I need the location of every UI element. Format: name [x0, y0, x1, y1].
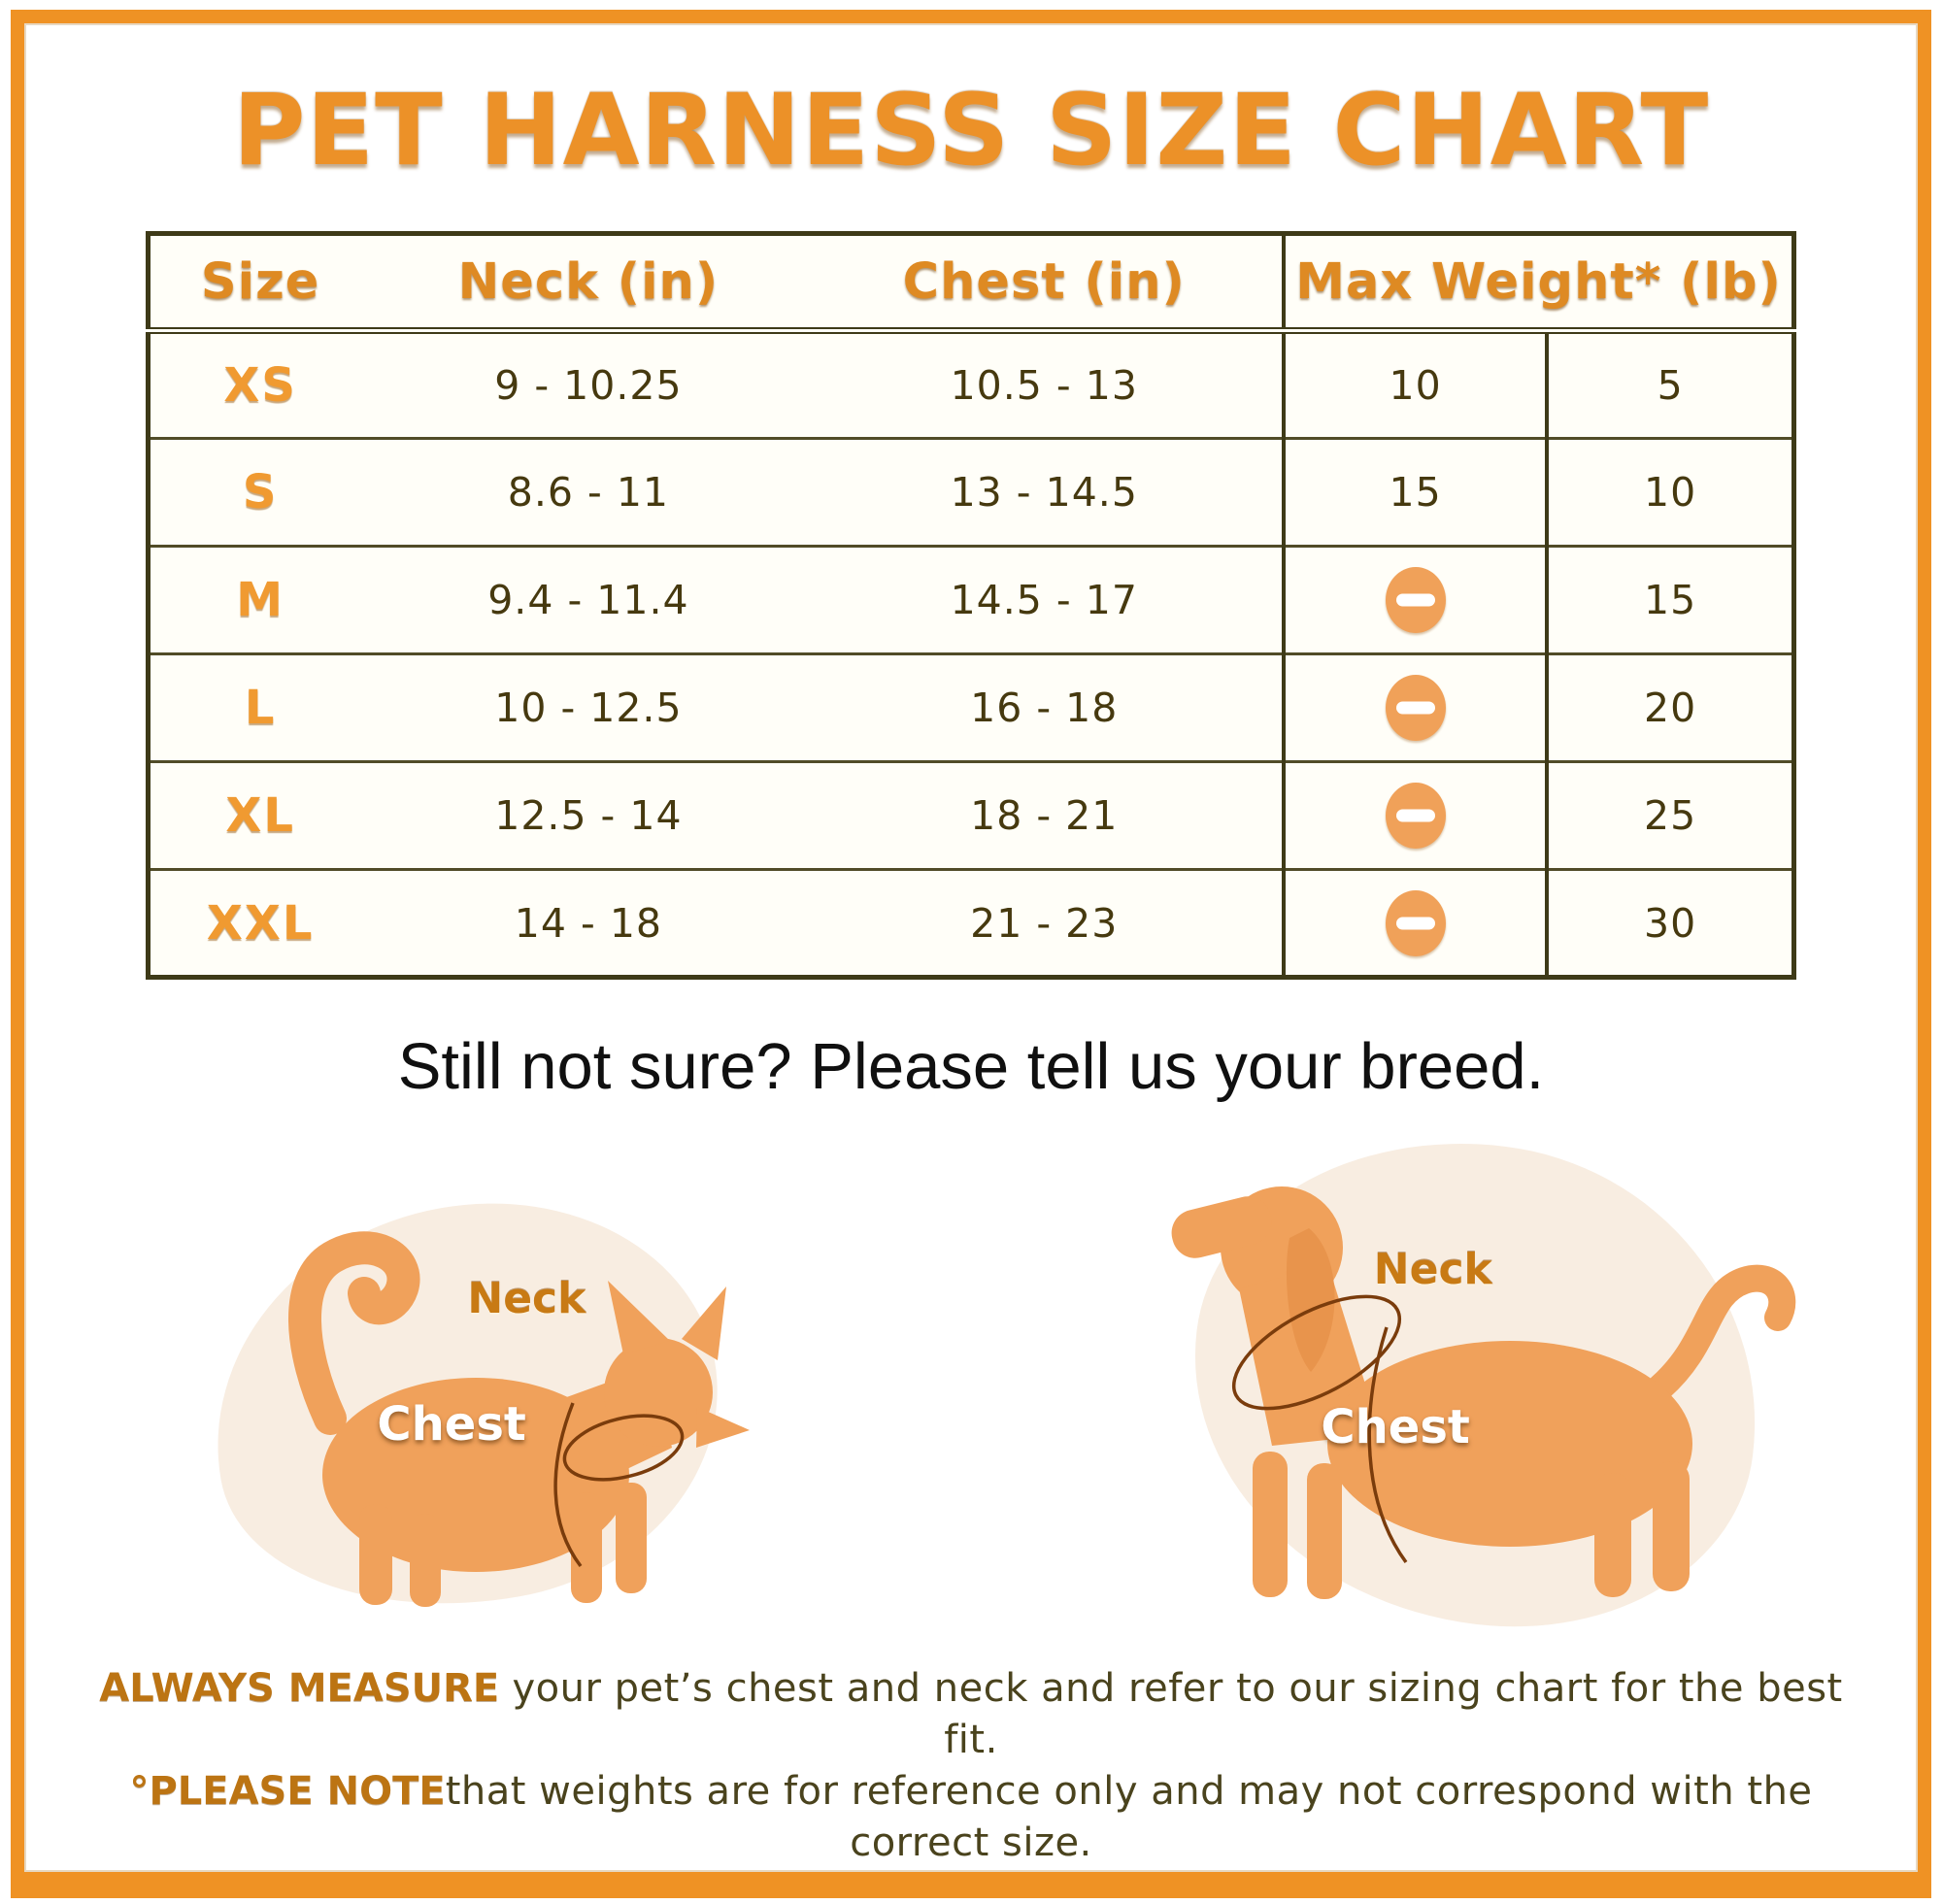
weight-a-cell: 10: [1282, 329, 1548, 439]
table-row: XL 12.5 - 14 18 - 21 25: [148, 760, 1794, 870]
neck-cell: 8.6 - 11: [370, 437, 807, 547]
dog-chest-measure-line: [1367, 1326, 1408, 1564]
weight-note-text: that weights are for reference only and …: [445, 1768, 1813, 1865]
cat-measurement-figure: Neck Chest: [181, 1164, 787, 1645]
cat-ear-left: [608, 1281, 670, 1355]
weight-b-cell: 10: [1545, 437, 1794, 547]
footer-notes: ALWAYS MEASURE your pet’s chest and neck…: [97, 1663, 1845, 1868]
table-row: XXL 14 - 18 21 - 23 30: [148, 868, 1794, 978]
size-cell: S: [148, 437, 371, 547]
weight-note-line: °PLEASE NOTEthat weights are for referen…: [97, 1766, 1845, 1869]
cat-front-leg: [571, 1492, 602, 1604]
table-row: L 10 - 12.5 16 - 18 20: [148, 652, 1794, 762]
col-header-neck: Neck (in): [370, 233, 807, 334]
page-title: PET HARNESS SIZE CHART: [232, 73, 1710, 188]
cat-body: [322, 1378, 629, 1573]
dog-back-leg: [1594, 1473, 1631, 1598]
neck-cell: 9.4 - 11.4: [370, 545, 807, 654]
dog-measurement-figure: Neck Chest: [1136, 1112, 1796, 1656]
size-cell: L: [148, 652, 371, 762]
chest-cell: 21 - 23: [806, 868, 1285, 978]
chest-cell: 10.5 - 13: [806, 329, 1285, 439]
measurement-figures: Neck Chest: [181, 1112, 1796, 1656]
weight-a-cell: [1282, 868, 1548, 978]
dash-icon: [1385, 889, 1446, 956]
dog-tail: [1647, 1265, 1796, 1402]
chest-cell: 14.5 - 17: [806, 545, 1285, 654]
cat-back-leg: [410, 1514, 441, 1608]
cat-back-leg: [359, 1504, 392, 1606]
table-row: S 8.6 - 11 13 - 14.5 15 10: [148, 437, 1794, 547]
weight-a-cell: [1282, 652, 1548, 762]
cat-neck-label: Neck: [467, 1274, 586, 1324]
size-cell: M: [148, 545, 371, 654]
chest-cell: 18 - 21: [806, 760, 1285, 870]
table-row: XS 9 - 10.25 10.5 - 13 10 5: [148, 329, 1794, 439]
weight-b-cell: 5: [1545, 329, 1794, 439]
dog-neck-label: Neck: [1373, 1245, 1492, 1295]
weight-b-cell: 25: [1545, 760, 1794, 870]
measure-note-line: ALWAYS MEASURE your pet’s chest and neck…: [97, 1663, 1845, 1766]
neck-cell: 10 - 12.5: [370, 652, 807, 762]
weight-a-cell: [1282, 760, 1548, 870]
col-header-chest: Chest (in): [806, 233, 1285, 334]
col-header-max-weight: Max Weight* (lb): [1282, 233, 1794, 334]
weight-b-cell: 20: [1545, 652, 1794, 762]
dash-icon: [1385, 675, 1446, 741]
header-row: Size Neck (in) Chest (in) Max Weight* (l…: [148, 233, 1794, 334]
dog-ear: [1286, 1228, 1335, 1373]
chest-cell: 16 - 18: [806, 652, 1285, 762]
weight-b-cell: 15: [1545, 545, 1794, 654]
size-cell: XXL: [148, 868, 371, 978]
neck-cell: 12.5 - 14: [370, 760, 807, 870]
cat-chest-measure-line: [553, 1402, 583, 1568]
cat-muzzle: [696, 1407, 750, 1449]
size-cell: XL: [148, 760, 371, 870]
dog-neck-measure-loop: [1231, 1294, 1402, 1411]
chest-cell: 13 - 14.5: [806, 437, 1285, 547]
breed-help-text: Still not sure? Please tell us your bree…: [397, 1030, 1545, 1103]
weight-b-cell: 30: [1545, 868, 1794, 978]
cat-tail: [288, 1231, 420, 1436]
dog-chest-label: Chest: [1321, 1400, 1470, 1455]
neck-cell: 14 - 18: [370, 868, 807, 978]
col-header-size: Size: [148, 233, 371, 334]
cat-ear-right: [682, 1286, 726, 1361]
measure-note-text: your pet’s chest and neck and refer to o…: [499, 1666, 1843, 1763]
cat-front-leg: [616, 1483, 647, 1594]
neck-cell: 9 - 10.25: [370, 329, 807, 439]
measure-note-bold: ALWAYS MEASURE: [99, 1666, 500, 1712]
cat-neck-measure-loop: [562, 1414, 685, 1482]
weight-a-cell: [1282, 545, 1548, 654]
cat-silhouette: [288, 1231, 750, 1608]
dog-front-leg: [1253, 1452, 1288, 1598]
cat-chest-label: Chest: [377, 1397, 526, 1453]
dash-icon: [1385, 783, 1446, 849]
dog-muzzle: [1171, 1196, 1272, 1259]
weight-note-bold: °PLEASE NOTE: [129, 1768, 446, 1814]
cat-head: [604, 1338, 713, 1448]
dog-silhouette: [1171, 1186, 1796, 1600]
table-row: M 9.4 - 11.4 14.5 - 17 15: [148, 545, 1794, 654]
dash-icon: [1385, 567, 1446, 633]
dog-front-leg: [1307, 1463, 1342, 1600]
size-chart-table: Size Neck (in) Chest (in) Max Weight* (l…: [146, 231, 1796, 980]
size-cell: XS: [148, 329, 371, 439]
dog-back-leg: [1653, 1461, 1690, 1592]
weight-a-cell: 15: [1282, 437, 1548, 547]
